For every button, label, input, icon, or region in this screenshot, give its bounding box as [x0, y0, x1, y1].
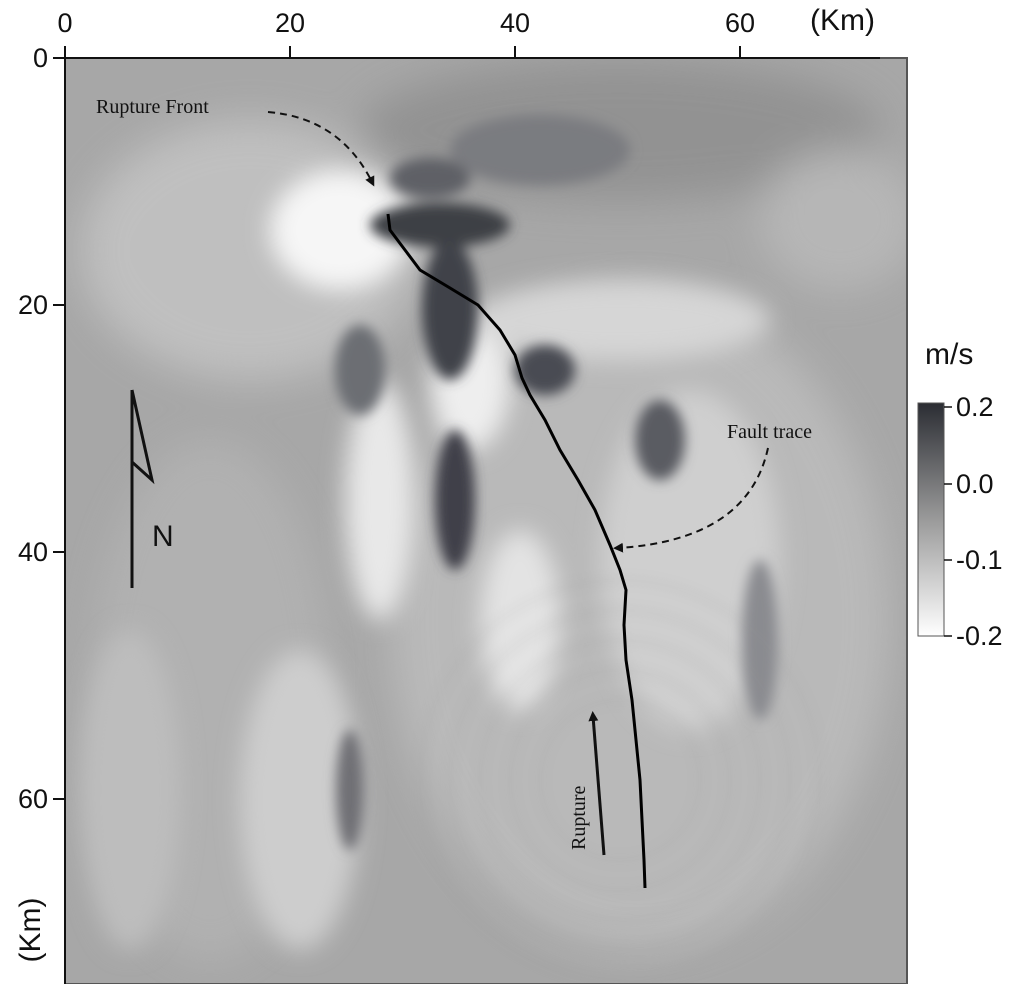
y-axis-tick-label: 0 — [33, 43, 48, 73]
x-axis-tick-label: 0 — [57, 8, 72, 38]
y-axis: 0 20 40 60 (Km) — [14, 43, 66, 984]
fault-trace-arrow — [613, 447, 769, 553]
colorbar-tick-label: -0.2 — [956, 621, 1003, 651]
north-arrow: N — [130, 389, 174, 588]
north-label: N — [152, 520, 174, 553]
colorbar-tick-label: 0.2 — [956, 392, 994, 422]
x-axis-tick-label: 20 — [275, 8, 305, 38]
x-axis-ticks: 0 20 40 60 — [57, 8, 755, 58]
colorbar: m/s 0.2 0.0 -0.1 -0.2 — [917, 338, 1003, 651]
rupture-front-arrow — [267, 111, 375, 187]
y-axis-tick-label: 40 — [18, 537, 48, 567]
colorbar-tick-label: -0.1 — [956, 545, 1003, 575]
y-axis-tick-label: 60 — [18, 784, 48, 814]
colorbar-tick-label: 0.0 — [956, 469, 994, 499]
x-axis-unit: (Km) — [810, 4, 875, 37]
colorbar-title: m/s — [925, 338, 973, 371]
y-axis-unit: (Km) — [14, 898, 47, 963]
velocity-map — [65, 58, 907, 984]
rupture-front-label: Rupture Front — [96, 96, 209, 118]
fault-trace-label: Fault trace — [727, 421, 812, 443]
x-axis-tick-label: 40 — [500, 8, 530, 38]
rupture-direction-arrow — [588, 711, 606, 856]
colorbar-gradient — [917, 402, 945, 637]
fault-trace-line — [386, 213, 647, 889]
rupture-label: Rupture — [568, 785, 590, 850]
y-axis-tick-label: 20 — [18, 290, 48, 320]
x-axis: 0 20 40 60 (Km) — [57, 4, 880, 59]
y-axis-ticks: 0 20 40 60 — [18, 43, 65, 814]
x-axis-tick-label: 60 — [725, 8, 755, 38]
colorbar-ticks: 0.2 0.0 -0.1 -0.2 — [944, 392, 1003, 651]
